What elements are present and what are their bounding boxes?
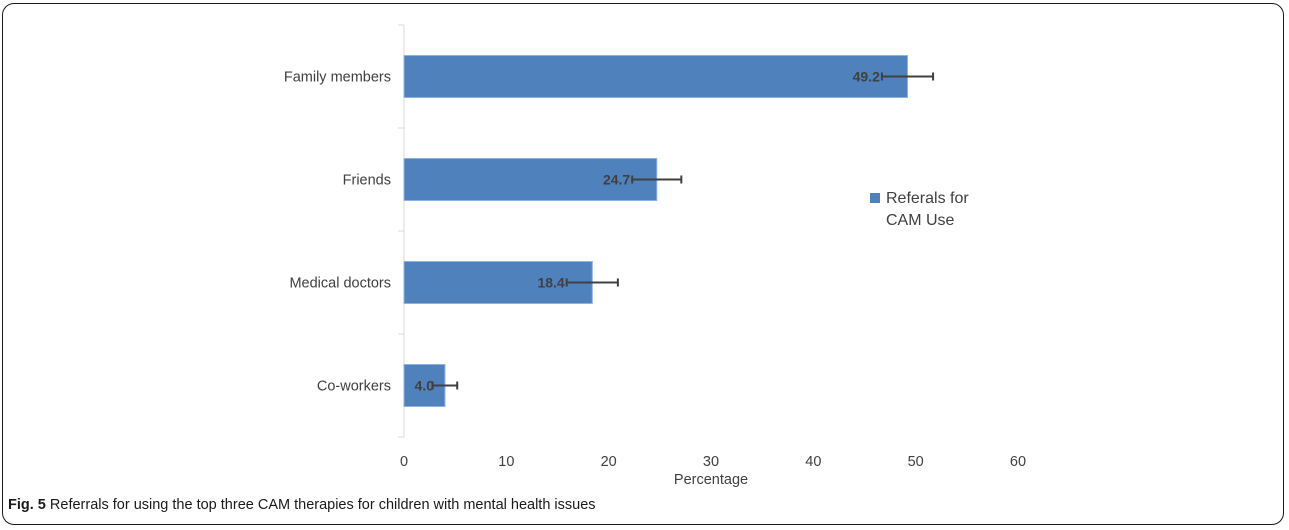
- caption-text: Referrals for using the top three CAM th…: [49, 497, 596, 513]
- category-label: Family members: [284, 70, 391, 86]
- legend-label: CAM Use: [886, 212, 955, 229]
- x-tick-label: 50: [908, 454, 924, 470]
- bar: [403, 261, 593, 304]
- x-tick-label: 30: [703, 454, 719, 470]
- caption-label: Fig. 5: [8, 497, 46, 513]
- data-label: 18.4: [537, 275, 564, 291]
- figure-caption: Fig. 5 Referrals for using the top three…: [8, 497, 596, 513]
- x-tick-label: 40: [805, 454, 821, 470]
- bar: [403, 55, 908, 98]
- x-tick-label: 20: [601, 454, 617, 470]
- figure-frame: [2, 3, 1284, 525]
- bar-chart: Family members 49.2 Friends 24.7 Medical doc…: [284, 24, 1026, 488]
- x-tick-label: 60: [1010, 454, 1026, 470]
- legend-swatch: [870, 193, 880, 203]
- x-axis-label: Percentage: [674, 472, 748, 488]
- legend-label: Referals for: [886, 190, 969, 207]
- category-label: Friends: [343, 173, 391, 189]
- category-label: Medical doctors: [289, 276, 391, 292]
- category-label: Co-workers: [317, 379, 391, 395]
- data-label: 4.0: [415, 378, 435, 394]
- x-tick-label: 10: [498, 454, 514, 470]
- x-tick-label: 0: [400, 454, 408, 470]
- data-label: 24.7: [603, 172, 630, 188]
- data-label: 49.2: [853, 69, 880, 85]
